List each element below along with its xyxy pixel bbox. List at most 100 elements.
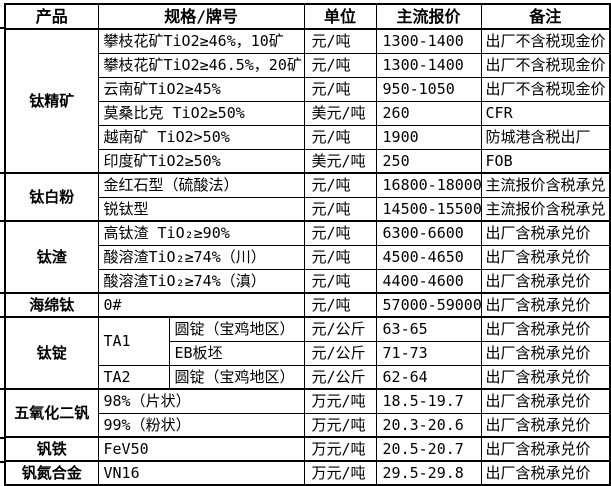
table-row: 酸溶渣TiO₂≥74%（滇） 元/吨 4400-4600 出厂含税承兑价 [5, 268, 611, 294]
price-cell: 1900 [375, 124, 482, 150]
unit-cell: 元/吨 [303, 172, 377, 198]
table-row: 攀枝花矿TiO2≥46.5%，20矿 元/吨 1300-1400 出厂不含税现金… [5, 52, 611, 78]
titanium-price-table: 产品 规格/牌号 单位 主流报价 备注 钛精矿 攀枝花矿TiO2≥46%，10矿… [4, 3, 611, 486]
table-row: 钒铁 FeV50 万元/吨 20.5-20.7 出厂含税承兑价 [4, 436, 611, 462]
table-row: 越南矿 TiO2>50% 元/吨 1900 防城港含税出厂 [5, 124, 611, 150]
left-edge-mark [0, 388, 4, 390]
price-cell: 16800-18000 [375, 172, 482, 198]
left-edge-mark [0, 437, 4, 439]
price-cell: 20.3-20.6 [375, 412, 482, 438]
spec-cell: 攀枝花矿TiO2≥46%，10矿 [97, 28, 305, 54]
grade-cell: TA1 [97, 316, 170, 366]
product-cell: 钒氮合金 [4, 460, 99, 486]
note-cell: 出厂含税承兑价 [480, 436, 611, 462]
price-cell: 29.5-29.8 [375, 460, 482, 486]
unit-cell: 元/公斤 [303, 364, 377, 390]
product-cell: 钒铁 [4, 436, 99, 462]
table-row: 钛精矿 攀枝花矿TiO2≥46%，10矿 元/吨 1300-1400 出厂不含税… [4, 28, 611, 174]
table-row: 印度矿TiO2≥50% 美元/吨 250 FOB [5, 148, 611, 174]
unit-cell: 元/吨 [303, 292, 377, 318]
price-cell: 71-73 [375, 340, 482, 366]
note-cell: 出厂含税承兑价 [480, 388, 611, 414]
spec-cell: EB板坯 [168, 340, 305, 366]
spec-cell: 印度矿TiO2≥50% [97, 148, 305, 174]
unit-cell: 元/公斤 [303, 340, 377, 366]
price-cell: 57000-59000 [375, 292, 482, 318]
price-cell: 4500-4650 [375, 244, 482, 270]
note-cell: 主流报价含税承兑 [480, 172, 611, 198]
spec-cell: 越南矿 TiO2>50% [97, 124, 305, 150]
unit-cell: 万元/吨 [303, 388, 377, 414]
note-cell: 出厂含税承兑价 [480, 364, 611, 390]
price-cell: 4400-4600 [375, 268, 482, 294]
unit-cell: 万元/吨 [303, 436, 377, 462]
product-cell: 钛精矿 [4, 28, 99, 174]
note-cell: 出厂含税承兑价 [480, 220, 611, 246]
header-unit: 单位 [303, 3, 377, 30]
note-cell: CFR [480, 100, 611, 126]
note-cell: 出厂含税承兑价 [480, 244, 611, 270]
note-cell: FOB [480, 148, 611, 174]
header-price: 主流报价 [375, 3, 482, 30]
grade-cell: TA2 [97, 364, 170, 390]
note-cell: 出厂不含税现金价 [480, 76, 611, 102]
left-edge-mark [0, 292, 4, 294]
table-row: 云南矿TiO2≥45% 元/吨 950-1050 出厂不含税现金价 [5, 76, 611, 102]
left-edge-mark [0, 220, 4, 222]
table-row: 酸溶渣TiO₂≥74%（川） 元/吨 4500-4650 出厂含税承兑价 [5, 244, 611, 270]
table-row: 钛锭 TA1 圆锭（宝鸡地区） 元/公斤 63-65 出厂含税承兑价 [4, 316, 611, 390]
unit-cell: 万元/吨 [303, 460, 377, 486]
spec-cell: 酸溶渣TiO₂≥74%（川） [97, 244, 305, 270]
spec-cell: 莫桑比克 TiO2≥50% [97, 100, 305, 126]
header-product: 产品 [4, 3, 99, 30]
price-cell: 63-65 [375, 316, 482, 342]
product-cell: 海绵钛 [4, 292, 99, 318]
price-cell: 14500-15500 [375, 196, 482, 222]
spec-cell: 高钛渣 TiO₂≥90% [97, 220, 305, 246]
left-edge-mark [0, 316, 4, 318]
unit-cell: 元/吨 [303, 52, 377, 78]
header-row: 产品 规格/牌号 单位 主流报价 备注 [4, 3, 611, 30]
header-note: 备注 [480, 3, 611, 30]
spec-cell: 0# [97, 292, 305, 318]
spec-cell: 98%（片状） [97, 388, 305, 414]
price-cell: 1300-1400 [375, 28, 482, 54]
left-edge-mark [0, 27, 4, 29]
price-cell: 62-64 [375, 364, 482, 390]
note-cell: 出厂含税承兑价 [480, 292, 611, 318]
product-cell: 钛渣 [4, 220, 99, 294]
unit-cell: 元/吨 [303, 220, 377, 246]
price-cell: 1300-1400 [375, 52, 482, 78]
spec-cell: 云南矿TiO2≥45% [97, 76, 305, 102]
spec-cell: FeV50 [97, 436, 305, 462]
price-cell: 260 [375, 100, 482, 126]
left-edge-mark [0, 172, 4, 174]
note-cell: 出厂含税承兑价 [480, 460, 611, 486]
spec-cell: 99%（粉状） [97, 412, 305, 438]
unit-cell: 元/吨 [303, 124, 377, 150]
unit-cell: 元/公斤 [303, 316, 377, 342]
spec-cell: 圆锭（宝鸡地区） [168, 364, 305, 390]
unit-cell: 元/吨 [303, 196, 377, 222]
product-cell: 钛锭 [4, 316, 99, 390]
table-row: 五氧化二钒 98%（片状） 万元/吨 18.5-19.7 出厂含税承兑价 [4, 388, 611, 438]
unit-cell: 美元/吨 [303, 148, 377, 174]
unit-cell: 元/吨 [303, 76, 377, 102]
note-cell: 防城港含税出厂 [480, 124, 611, 150]
price-cell: 250 [375, 148, 482, 174]
table-row: 钛白粉 金红石型（硫酸法） 元/吨 16800-18000 主流报价含税承兑 [4, 172, 611, 222]
note-cell: 出厂含税承兑价 [480, 316, 611, 342]
unit-cell: 元/吨 [303, 244, 377, 270]
spec-cell: VN16 [97, 460, 305, 486]
unit-cell: 元/吨 [303, 268, 377, 294]
table-row: 钒氮合金 VN16 万元/吨 29.5-29.8 出厂含税承兑价 [4, 460, 611, 486]
product-cell: 五氧化二钒 [4, 388, 99, 438]
unit-cell: 万元/吨 [303, 412, 377, 438]
left-edge-mark [0, 461, 4, 463]
unit-cell: 元/吨 [303, 28, 377, 54]
table-row: 海绵钛 0# 元/吨 57000-59000 出厂含税承兑价 [4, 292, 611, 318]
note-cell: 出厂不含税现金价 [480, 52, 611, 78]
spec-cell: 金红石型（硫酸法） [97, 172, 305, 198]
note-cell: 出厂含税承兑价 [480, 412, 611, 438]
